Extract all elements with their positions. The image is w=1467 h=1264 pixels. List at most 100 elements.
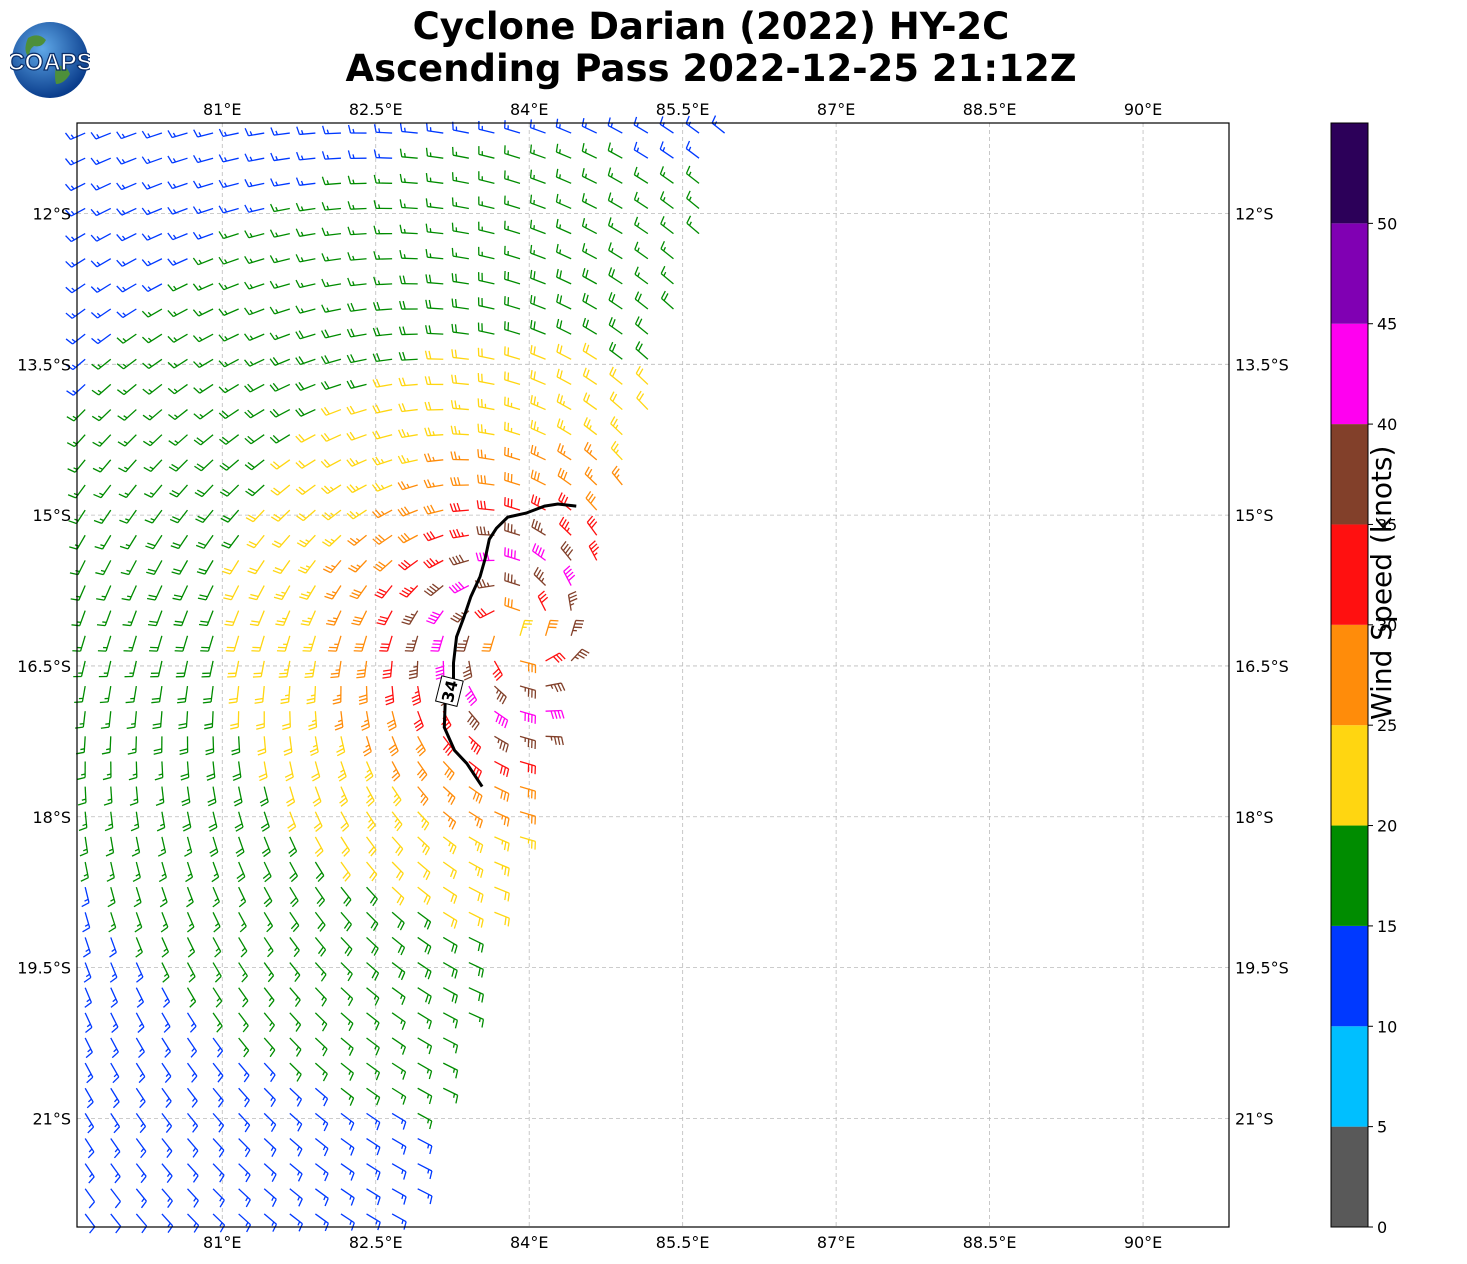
wind-barb: [581, 168, 598, 184]
wind-barb: [135, 1062, 146, 1084]
wind-barb: [238, 911, 247, 933]
wind-barb: [232, 761, 242, 781]
logo-text: COAPS: [10, 49, 90, 76]
wind-barb: [346, 484, 367, 494]
wind-barb: [397, 454, 418, 465]
wind-barb: [468, 861, 484, 878]
wind-barb: [607, 117, 623, 134]
colorbar-tick-label: 10: [1377, 1017, 1397, 1036]
wind-barb: [236, 861, 246, 883]
wind-barb: [347, 175, 367, 185]
wind-barb: [340, 1012, 354, 1032]
wind-barb: [175, 660, 189, 678]
wind-barb: [198, 610, 214, 627]
wind-barb: [144, 509, 163, 524]
wind-barb: [270, 484, 291, 496]
wind-barb: [66, 409, 86, 422]
wind-barb: [442, 1012, 459, 1029]
wind-barb: [570, 648, 590, 662]
wind-barb: [451, 247, 469, 260]
wind-barb: [474, 608, 495, 619]
wind-barb: [529, 244, 546, 260]
wind-barb: [270, 127, 290, 136]
wind-barb: [208, 811, 218, 832]
wind-barb: [391, 761, 401, 782]
wind-barb: [391, 1012, 406, 1030]
wind-barb: [660, 290, 674, 310]
wind-barb: [313, 811, 323, 832]
wind-barb: [91, 333, 112, 345]
wind-barb: [157, 836, 167, 857]
wind-barb: [545, 652, 566, 663]
wind-barb: [104, 811, 114, 832]
wind-barb: [417, 811, 430, 831]
wind-barb: [116, 358, 137, 370]
wind-barb: [372, 404, 393, 414]
wind-barb: [97, 635, 112, 652]
wind-barb: [193, 154, 214, 164]
wind-barb: [545, 682, 566, 693]
wind-barb: [563, 565, 576, 586]
wind-barb: [494, 786, 510, 802]
wind-barb: [504, 145, 521, 159]
wind-barb: [340, 886, 352, 907]
wind-barb: [468, 961, 484, 978]
wind-barb: [314, 861, 325, 882]
wind-barb: [349, 585, 368, 600]
wind-barb: [391, 811, 403, 832]
wind-barb: [425, 198, 444, 210]
wind-barb: [123, 635, 137, 652]
colorbar-bin: [1331, 524, 1368, 625]
wind-barb: [468, 1012, 485, 1028]
wind-barb: [451, 222, 469, 235]
wind-barb: [284, 761, 294, 782]
wind-barb: [581, 243, 598, 260]
wind-barb: [65, 358, 86, 371]
wind-barb: [531, 543, 546, 561]
wind-barb: [93, 509, 112, 524]
wind-barb: [125, 685, 137, 704]
wind-barb: [476, 474, 495, 486]
wind-barb: [179, 736, 189, 756]
wind-barb: [504, 371, 521, 386]
wind-barb: [289, 911, 300, 933]
wind-barb: [299, 585, 316, 600]
wind-barb: [147, 610, 163, 627]
wind-barb: [608, 267, 623, 285]
wind-barb: [477, 297, 495, 310]
wind-barb: [141, 333, 163, 344]
wind-barb: [555, 143, 572, 159]
wind-barb: [519, 811, 536, 825]
wind-barb: [391, 987, 406, 1006]
wind-barb: [340, 962, 353, 982]
wind-barb: [186, 1012, 197, 1033]
wind-barb: [117, 409, 137, 421]
wind-barb: [372, 353, 393, 363]
wind-barb: [161, 1012, 171, 1033]
wind-barb: [246, 534, 265, 549]
wind-barb: [545, 709, 565, 720]
wind-barb: [167, 333, 188, 343]
wind-barb: [582, 342, 598, 360]
wind-barb: [366, 1037, 380, 1056]
wind-barb: [212, 912, 221, 933]
wind-barb: [408, 660, 419, 680]
wind-barb: [90, 308, 112, 319]
wind-barb: [106, 861, 115, 882]
wind-barb: [295, 254, 316, 263]
wind-barb: [321, 176, 342, 186]
wind-barb: [556, 418, 572, 436]
wind-barb: [442, 761, 455, 781]
colorbar-tick-label: 45: [1377, 315, 1397, 334]
wind-barb: [373, 276, 393, 286]
wind-barb: [167, 258, 188, 266]
wind-barb: [450, 425, 469, 436]
wind-barb: [192, 308, 214, 317]
wind-barb: [314, 1062, 328, 1082]
wind-barb: [455, 635, 470, 652]
wind-barb: [90, 233, 112, 242]
wind-barb: [83, 962, 92, 983]
wind-barb: [185, 861, 194, 883]
wind-barb: [442, 1062, 459, 1079]
wind-barb: [322, 559, 342, 574]
